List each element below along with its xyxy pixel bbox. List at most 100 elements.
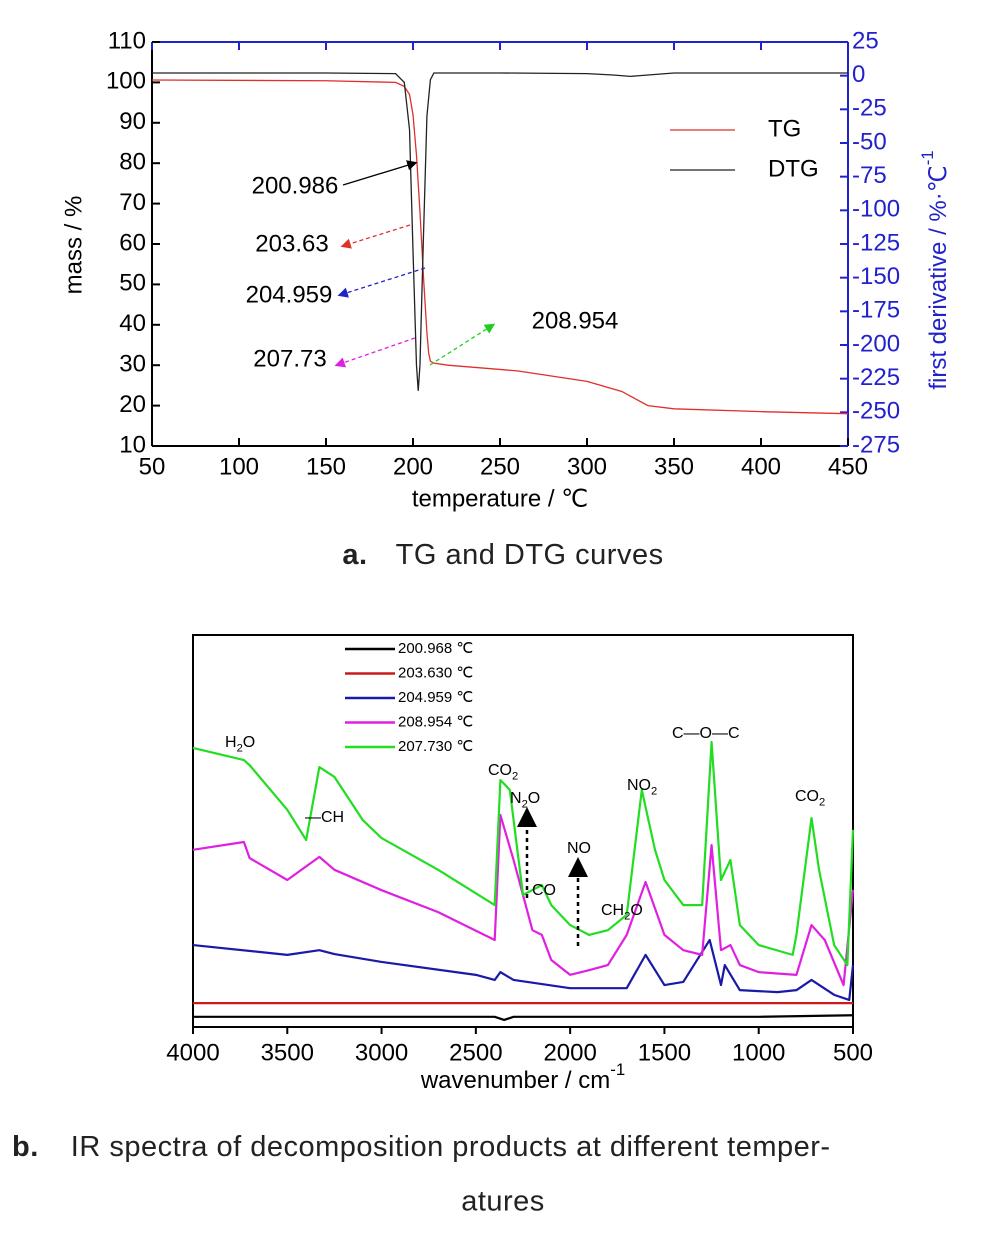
x-tick-label: 200 [393, 453, 433, 480]
caption-text: IR spectra of decomposition products at … [71, 1131, 831, 1163]
y-tick-label: 100 [106, 68, 146, 95]
caption-label: b. [12, 1131, 39, 1163]
x-tick-label: 4000 [166, 1039, 219, 1066]
text-part: 2 [651, 786, 657, 798]
annotation: CO2 [795, 788, 825, 808]
text-part: O [243, 734, 255, 751]
caption-text: atures [461, 1186, 545, 1218]
caption: b. IR spectra of decomposition products a… [12, 1131, 831, 1163]
y2-tick-label: -75 [852, 162, 887, 189]
legend-label: 207.730 ℃ [398, 738, 473, 755]
y2-axis-title: first derivative / %·℃-1 [919, 150, 953, 389]
legend-label: TG [768, 115, 801, 142]
annotation: C—O—C [672, 725, 740, 742]
x-tick-label: 500 [833, 1039, 873, 1066]
series-line [192, 938, 855, 1002]
series-line [151, 79, 849, 415]
x-axis-title: wavenumber / cm-1 [420, 1061, 625, 1095]
series-line [193, 1014, 854, 1022]
annotation: 207.73 [253, 345, 326, 372]
x-tick-label: 1500 [638, 1039, 691, 1066]
caption-label: a. [342, 539, 367, 571]
annotation-arrow [334, 337, 416, 368]
annotation: N2O [510, 790, 540, 810]
text-part: H [225, 734, 237, 751]
annotation: CH2O [601, 902, 643, 922]
text-part: wavenumber / cm [420, 1067, 610, 1094]
text-part: 2 [512, 771, 518, 783]
annotation-arrow [342, 160, 418, 186]
annotation-arrow [429, 323, 496, 366]
y2-tick-label: -150 [852, 263, 900, 290]
text-part: NO [567, 840, 591, 857]
text-part: -1 [919, 150, 938, 165]
y-tick-label: 60 [119, 229, 146, 256]
text-part: CO [488, 762, 512, 779]
annotation: 208.954 [532, 307, 619, 334]
y-tick-label: 80 [119, 149, 146, 176]
y2-tick-label: -175 [852, 297, 900, 324]
x-tick-label: 2000 [543, 1039, 596, 1066]
x-tick-label: 1000 [732, 1039, 785, 1066]
text-part: C—O—C [672, 725, 740, 742]
y2-tick-label: -50 [852, 128, 887, 155]
y2-tick-label: -25 [852, 95, 887, 122]
x-tick-label: 350 [654, 453, 694, 480]
annotation: —CH [305, 809, 344, 826]
y-tick-label: 20 [119, 391, 146, 418]
y-tick-label: 30 [119, 351, 146, 378]
y2-tick-label: 0 [852, 61, 865, 88]
x-tick-label: 400 [741, 453, 781, 480]
x-tick-label: 3500 [261, 1039, 314, 1066]
annotation: 203.63 [255, 230, 328, 257]
text-part: O [528, 790, 540, 807]
y2-tick-label: -250 [852, 398, 900, 425]
text-part: 2 [237, 743, 243, 755]
plot-frame [192, 634, 854, 1028]
text-part: 2 [819, 797, 825, 809]
text-part: CO [532, 882, 556, 899]
y2-tick-label: -125 [852, 229, 900, 256]
annotation: 200.986 [252, 172, 339, 199]
text-part: O [630, 902, 642, 919]
text-part: CO [795, 788, 819, 805]
x-tick-label: 2500 [449, 1039, 502, 1066]
legend-label: 204.959 ℃ [398, 689, 473, 706]
annotation: 204.959 [246, 281, 333, 308]
y2-tick-label: -275 [852, 431, 900, 458]
y2-tick-label: -200 [852, 330, 900, 357]
series-line [192, 813, 855, 987]
x-tick-label: 250 [480, 453, 520, 480]
y2-tick-label: 25 [852, 27, 879, 54]
annotation: H2O [225, 734, 255, 754]
annotation: CO2 [488, 762, 518, 782]
y-tick-label: 50 [119, 270, 146, 297]
caption: a. TG and DTG curves [342, 539, 663, 571]
text-part: -1 [610, 1061, 625, 1080]
text-part: 2 [624, 911, 630, 923]
series-line [192, 740, 855, 967]
x-tick-label: 50 [139, 453, 166, 480]
annotation-arrow [337, 267, 426, 298]
y-tick-label: 90 [119, 108, 146, 135]
x-tick-label: 150 [306, 453, 346, 480]
annotation: CO [532, 882, 556, 899]
x-tick-label: 100 [219, 453, 259, 480]
text-part: —CH [305, 809, 344, 826]
legend-label: 203.630 ℃ [398, 664, 473, 681]
y2-tick-label: -225 [852, 364, 900, 391]
x-tick-label: 3000 [355, 1039, 408, 1066]
text-part: N [510, 790, 522, 807]
y-tick-label: 10 [119, 431, 146, 458]
caption-text: TG and DTG curves [396, 539, 664, 571]
legend-label: DTG [768, 155, 819, 182]
y-axis-title: mass / % [60, 196, 87, 295]
x-axis-title: temperature / ℃ [412, 485, 588, 512]
x-tick-label: 450 [828, 453, 868, 480]
legend-label: 200.968 ℃ [398, 640, 473, 657]
text-part: 2 [522, 799, 528, 811]
annotation-arrow [340, 224, 411, 249]
x-tick-label: 300 [567, 453, 607, 480]
y2-tick-label: -100 [852, 196, 900, 223]
